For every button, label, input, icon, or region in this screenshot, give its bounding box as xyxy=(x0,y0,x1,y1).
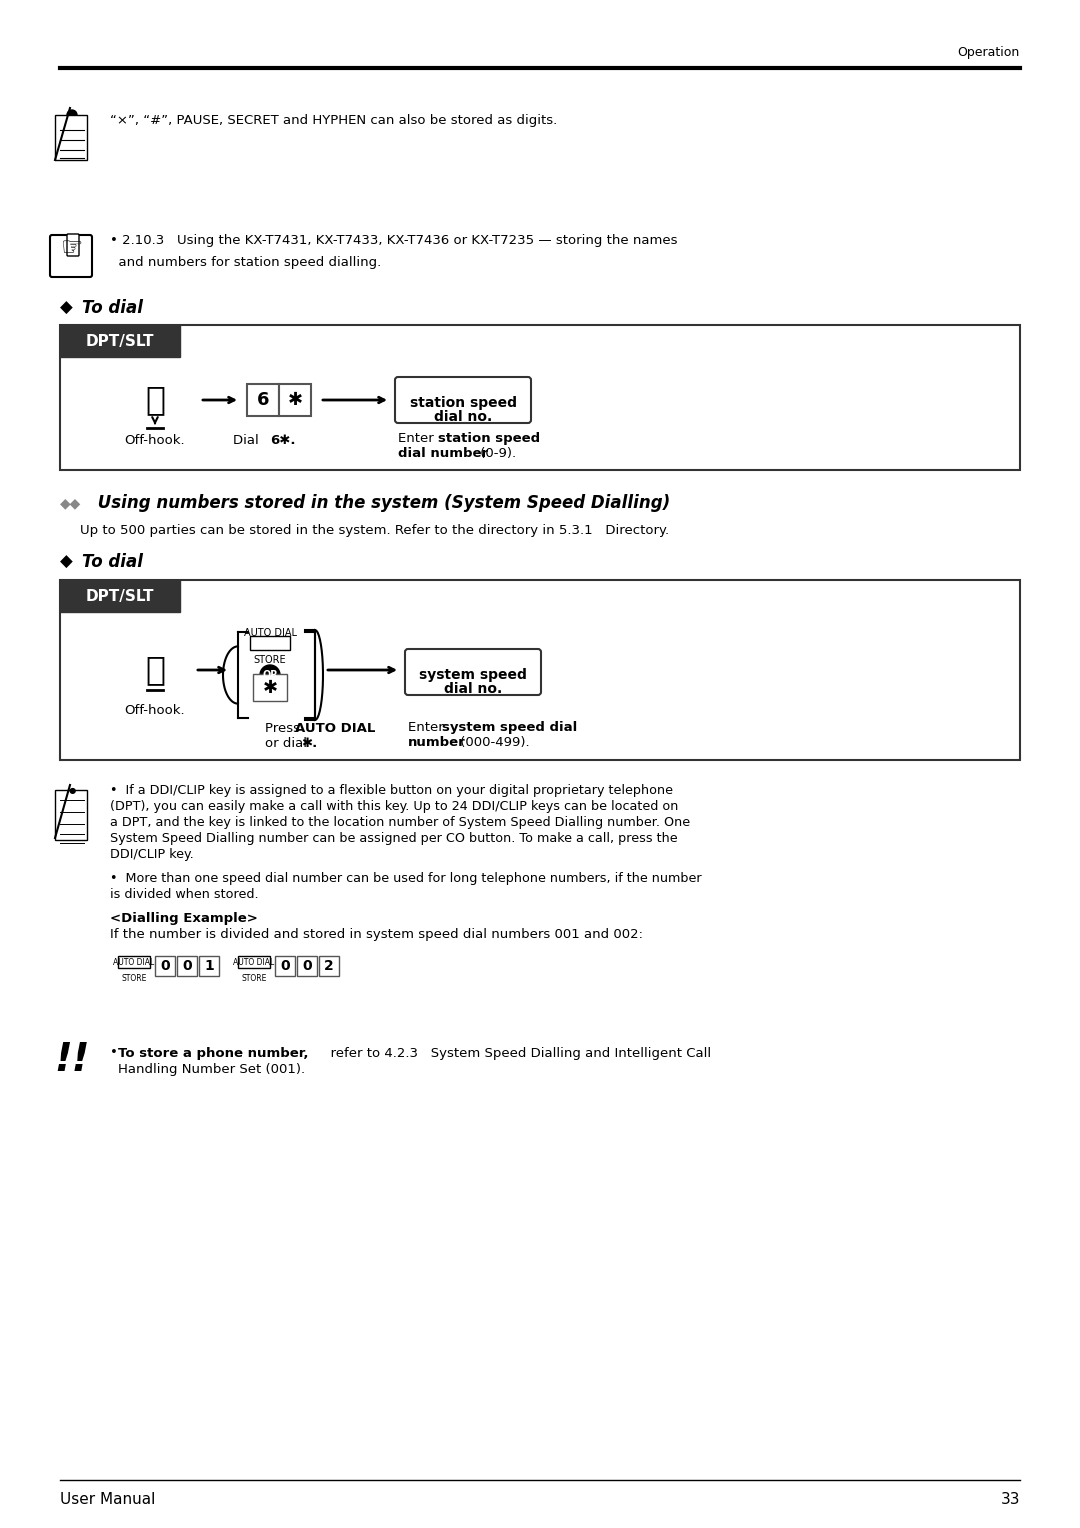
FancyBboxPatch shape xyxy=(247,384,279,416)
FancyBboxPatch shape xyxy=(253,674,287,701)
Text: To dial: To dial xyxy=(82,553,143,571)
Text: 0: 0 xyxy=(160,960,170,973)
Text: OR: OR xyxy=(262,669,278,680)
Text: (DPT), you can easily make a call with this key. Up to 24 DDI/CLIP keys can be l: (DPT), you can easily make a call with t… xyxy=(110,799,678,813)
Text: ✱: ✱ xyxy=(262,678,278,697)
Text: ●: ● xyxy=(68,785,76,795)
FancyBboxPatch shape xyxy=(279,384,311,416)
FancyBboxPatch shape xyxy=(55,115,87,160)
Text: 📞: 📞 xyxy=(145,384,165,417)
Text: 6: 6 xyxy=(257,391,269,410)
Text: station speed: station speed xyxy=(438,431,540,445)
Text: is divided when stored.: is divided when stored. xyxy=(110,888,258,900)
Text: •  More than one speed dial number can be used for long telephone numbers, if th: • More than one speed dial number can be… xyxy=(110,871,702,885)
Text: 0: 0 xyxy=(183,960,192,973)
Text: system speed dial: system speed dial xyxy=(442,721,577,733)
FancyBboxPatch shape xyxy=(177,957,197,976)
Text: !!: !! xyxy=(54,1041,90,1079)
Text: Handling Number Set (001).: Handling Number Set (001). xyxy=(118,1063,306,1077)
Text: DPT/SLT: DPT/SLT xyxy=(85,333,154,348)
FancyBboxPatch shape xyxy=(50,235,92,277)
FancyBboxPatch shape xyxy=(199,957,219,976)
FancyBboxPatch shape xyxy=(297,957,318,976)
Text: STORE: STORE xyxy=(254,656,286,665)
Text: 2: 2 xyxy=(324,960,334,973)
Text: Press: Press xyxy=(265,721,305,735)
FancyBboxPatch shape xyxy=(275,957,295,976)
Text: • 2.10.3   Using the KX-T7431, KX-T7433, KX-T7436 or KX-T7235 — storing the name: • 2.10.3 Using the KX-T7431, KX-T7433, K… xyxy=(110,234,677,246)
Text: •: • xyxy=(110,1047,126,1059)
Text: ✱: ✱ xyxy=(287,391,302,410)
Text: AUTO DIAL: AUTO DIAL xyxy=(295,721,376,735)
Text: To store a phone number,: To store a phone number, xyxy=(118,1047,309,1059)
Text: User Manual: User Manual xyxy=(60,1493,156,1508)
Circle shape xyxy=(67,110,77,121)
FancyBboxPatch shape xyxy=(60,581,180,613)
Text: 6✱.: 6✱. xyxy=(270,434,296,446)
Text: Off-hook.: Off-hook. xyxy=(124,703,186,717)
Text: (000-499).: (000-499). xyxy=(456,735,529,749)
Text: dial number: dial number xyxy=(399,446,488,460)
Text: ✱.: ✱. xyxy=(301,736,318,750)
Text: Operation: Operation xyxy=(958,46,1020,58)
Text: <Dialling Example>: <Dialling Example> xyxy=(110,912,258,924)
Text: ◆◆: ◆◆ xyxy=(60,497,81,510)
FancyBboxPatch shape xyxy=(55,790,87,840)
Text: number: number xyxy=(408,735,465,749)
FancyBboxPatch shape xyxy=(156,957,175,976)
Text: 33: 33 xyxy=(1000,1493,1020,1508)
Text: Up to 500 parties can be stored in the system. Refer to the directory in 5.3.1  : Up to 500 parties can be stored in the s… xyxy=(80,524,670,536)
Text: ☞: ☞ xyxy=(60,235,83,260)
Text: Enter: Enter xyxy=(408,721,448,733)
Text: system speed: system speed xyxy=(419,668,527,681)
Text: Off-hook.: Off-hook. xyxy=(124,434,186,446)
Text: and numbers for station speed dialling.: and numbers for station speed dialling. xyxy=(110,255,381,269)
Text: a DPT, and the key is linked to the location number of System Speed Dialling num: a DPT, and the key is linked to the loca… xyxy=(110,816,690,828)
Text: Using numbers stored in the system (System Speed Dialling): Using numbers stored in the system (Syst… xyxy=(92,494,671,512)
FancyBboxPatch shape xyxy=(319,957,339,976)
FancyBboxPatch shape xyxy=(405,649,541,695)
Circle shape xyxy=(260,665,280,685)
Text: System Speed Dialling number can be assigned per CO button. To make a call, pres: System Speed Dialling number can be assi… xyxy=(110,831,677,845)
Text: STORE: STORE xyxy=(241,973,267,983)
Text: Enter: Enter xyxy=(399,431,438,445)
Text: 📞: 📞 xyxy=(145,654,165,686)
Text: •  If a DDI/CLIP key is assigned to a flexible button on your digital proprietar: • If a DDI/CLIP key is assigned to a fle… xyxy=(110,784,673,796)
FancyBboxPatch shape xyxy=(67,234,79,257)
Text: “×”, “#”, PAUSE, SECRET and HYPHEN can also be stored as digits.: “×”, “#”, PAUSE, SECRET and HYPHEN can a… xyxy=(110,113,557,127)
Text: dial no.: dial no. xyxy=(434,410,492,423)
Text: DDI/CLIP key.: DDI/CLIP key. xyxy=(110,848,193,860)
FancyBboxPatch shape xyxy=(60,325,1020,471)
Text: DPT/SLT: DPT/SLT xyxy=(85,588,154,604)
Text: To dial: To dial xyxy=(82,299,143,316)
Text: Dial: Dial xyxy=(233,434,264,446)
Text: AUTO DIAL: AUTO DIAL xyxy=(113,958,154,967)
Text: refer to 4.2.3   System Speed Dialling and Intelligent Call: refer to 4.2.3 System Speed Dialling and… xyxy=(322,1047,711,1059)
FancyBboxPatch shape xyxy=(249,636,291,649)
Text: STORE: STORE xyxy=(121,973,147,983)
FancyBboxPatch shape xyxy=(60,581,1020,759)
Text: If the number is divided and stored in system speed dial numbers 001 and 002:: If the number is divided and stored in s… xyxy=(110,927,643,941)
Text: 0: 0 xyxy=(302,960,312,973)
FancyBboxPatch shape xyxy=(395,377,531,423)
Text: AUTO DIAL: AUTO DIAL xyxy=(243,628,297,639)
Text: dial no.: dial no. xyxy=(444,681,502,695)
Text: or dial: or dial xyxy=(265,736,311,750)
Text: (0-9).: (0-9). xyxy=(476,446,516,460)
Text: ◆: ◆ xyxy=(60,553,72,571)
FancyBboxPatch shape xyxy=(118,957,150,969)
Text: station speed: station speed xyxy=(409,396,516,410)
Text: ◆: ◆ xyxy=(60,299,72,316)
FancyBboxPatch shape xyxy=(238,957,270,969)
Text: AUTO DIAL: AUTO DIAL xyxy=(233,958,274,967)
Text: 1: 1 xyxy=(204,960,214,973)
Text: 0: 0 xyxy=(280,960,289,973)
FancyBboxPatch shape xyxy=(60,325,180,358)
